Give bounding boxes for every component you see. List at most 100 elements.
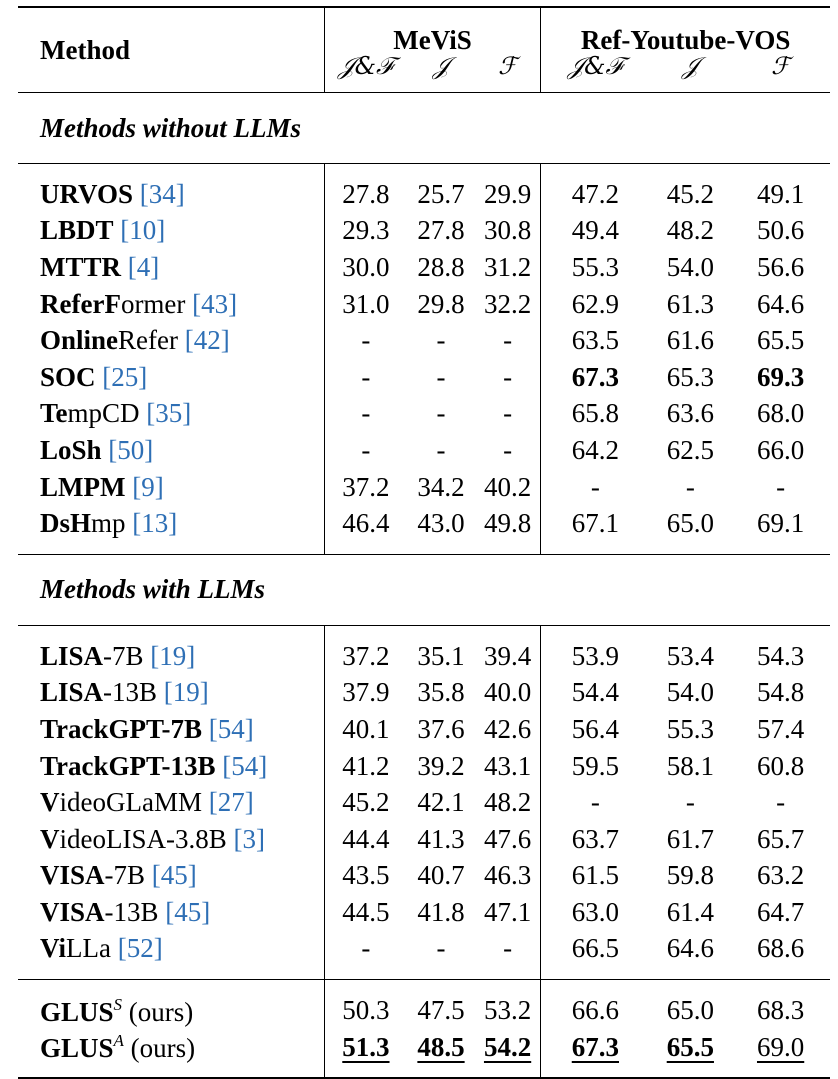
value-cell: 35.8 [417, 677, 465, 708]
table-row: LMPM [9] 37.2 34.2 40.2- - - [18, 468, 830, 506]
value-cell: 47.2 [540, 162, 650, 213]
citation-link[interactable]: [4] [127, 251, 160, 282]
citation-link[interactable]: [54] [208, 713, 254, 744]
value-cell: 43.5 [323, 857, 408, 895]
value-cell: 41.8 [417, 896, 465, 927]
citation-link[interactable]: [9] [132, 471, 164, 502]
citation-link[interactable]: [52] [117, 933, 163, 964]
value-text: 69.0 [756, 1031, 805, 1062]
value-cell: 64.6 [666, 933, 714, 964]
value-cell: 69.0 [731, 1028, 830, 1079]
value-text: 53.2 [483, 995, 532, 1026]
table-row-ours: GLUSS (ours) 50.3 47.5 53.2 66.6 65.0 68.3 [18, 979, 830, 1029]
value-cell: 63.7 [571, 823, 619, 854]
value-cell: 45.2 [323, 784, 408, 821]
value-cell: 54.4 [571, 677, 619, 708]
citation-link[interactable]: [50] [108, 434, 154, 465]
value-cell: 68.3 [731, 979, 830, 1029]
value-cell: 58.1 [666, 750, 714, 781]
header-row-groups: Method MeViS Ref-Youtube-VOS [18, 6, 830, 93]
value-cell: 39.4 [474, 624, 542, 675]
citation-link[interactable]: [35] [146, 398, 192, 429]
value-cell: 54.2 [474, 1028, 542, 1079]
value-cell: 62.5 [666, 434, 714, 465]
value-cell: 56.4 [571, 713, 619, 744]
value-cell: 68.6 [756, 933, 805, 964]
method-cell: URVOS [34] [18, 162, 325, 213]
value-cell: 54.0 [666, 251, 714, 282]
value-cell: 49.4 [571, 215, 619, 246]
value-text: 50.3 [342, 995, 390, 1026]
value-cell: 31.2 [474, 249, 542, 286]
value-cell: 44.4 [323, 820, 408, 858]
method-name: LISA-13B [40, 677, 158, 708]
method-cell: LMPM [9] [18, 469, 324, 506]
table-row: VISA-13B [45] 44.5 41.8 47.1 63.0 61.4 64.7 [18, 894, 830, 931]
method-name: ViLLa [40, 933, 111, 964]
value-cell: 61.6 [666, 325, 714, 356]
value-cell: - [323, 395, 408, 433]
table-row: LISA-7B [19] 37.2 35.1 39.4 53.9 53.4 54.3 [18, 624, 830, 675]
ours-label: (ours) [128, 996, 194, 1027]
citation-link[interactable]: [54] [222, 750, 268, 781]
value-cell: 61.7 [666, 823, 714, 854]
method-name: MTTR [40, 251, 121, 282]
method-name: TrackGPT-7B [40, 713, 203, 744]
table-row: DsHmp [13] 46.4 43.0 49.8 67.1 65.0 69.1 [18, 505, 830, 555]
section-header-row: Methods with LLMs [18, 553, 830, 626]
method-cell: ViLLa [52] [18, 931, 324, 980]
value-cell: 63.0 [571, 896, 619, 927]
citation-link[interactable]: [25] [102, 361, 148, 392]
ours-label: (ours) [130, 1033, 196, 1064]
value-cell: 49.1 [731, 162, 830, 213]
value-cell: 40.1 [323, 711, 408, 748]
value-cell: 65.3 [666, 361, 714, 392]
value-cell: 46.3 [474, 857, 542, 895]
value-cell: 50.3 [323, 979, 408, 1029]
method-name: LBDT [40, 215, 114, 246]
method-cell: LoSh [50] [18, 432, 324, 469]
citation-link[interactable]: [13] [132, 508, 178, 539]
table-row: LISA-13B [19] 37.9 35.8 40.0 54.4 54.0 54.8 [18, 674, 830, 712]
value-cell: 27.8 [323, 162, 408, 213]
value-text: 67.3 [571, 1031, 619, 1062]
table-row: VideoGLaMM [27] 45.2 42.1 48.2- - - [18, 784, 830, 821]
section-title: Methods without LLMs [18, 92, 830, 164]
citation-link[interactable]: [19] [163, 677, 209, 708]
value-text: 51.3 [342, 1031, 390, 1062]
value-cell: 41.2 [323, 747, 408, 785]
value-cell: 61.4 [666, 896, 714, 927]
table-row: SOC [25] - - -67.3 65.3 69.3 [18, 358, 830, 396]
value-cell: 67.3 [571, 361, 619, 392]
citation-link[interactable]: [34] [139, 178, 185, 209]
value-cell: - [323, 358, 408, 396]
value-text: 54.2 [483, 1031, 532, 1062]
table-row: LoSh [50] - - -64.2 62.5 66.0 [18, 432, 830, 469]
value-cell: 29.8 [417, 288, 465, 319]
citation-link[interactable]: [45] [151, 860, 197, 891]
method-column-header: Method [18, 6, 325, 93]
citation-link[interactable]: [42] [184, 325, 230, 356]
value-cell: - [436, 398, 446, 429]
value-cell: 63.6 [666, 398, 714, 429]
value-text: 65.5 [666, 1031, 714, 1062]
citation-link[interactable]: [27] [208, 787, 254, 818]
value-cell: 51.3 [323, 1028, 408, 1079]
citation-link[interactable]: [10] [120, 215, 166, 246]
citation-link[interactable]: [3] [233, 823, 265, 854]
value-cell: 64.7 [756, 896, 805, 927]
citation-link[interactable]: [45] [165, 896, 211, 927]
method-name: VideoLISA-3.8B [40, 823, 227, 854]
citation-link[interactable]: [43] [192, 288, 238, 319]
value-cell: 66.6 [540, 979, 650, 1029]
value-cell: 61.5 [571, 860, 619, 891]
value-cell: 40.2 [474, 468, 542, 506]
value-cell: 47.5 [407, 979, 475, 1029]
value-cell: - [685, 787, 695, 818]
citation-link[interactable]: [19] [150, 640, 196, 671]
value-cell: 66.5 [571, 933, 619, 964]
value-cell: - [436, 361, 446, 392]
value-cell: 60.8 [756, 750, 805, 781]
value-text: 47.5 [417, 995, 465, 1026]
value-cell: 32.2 [474, 285, 542, 323]
